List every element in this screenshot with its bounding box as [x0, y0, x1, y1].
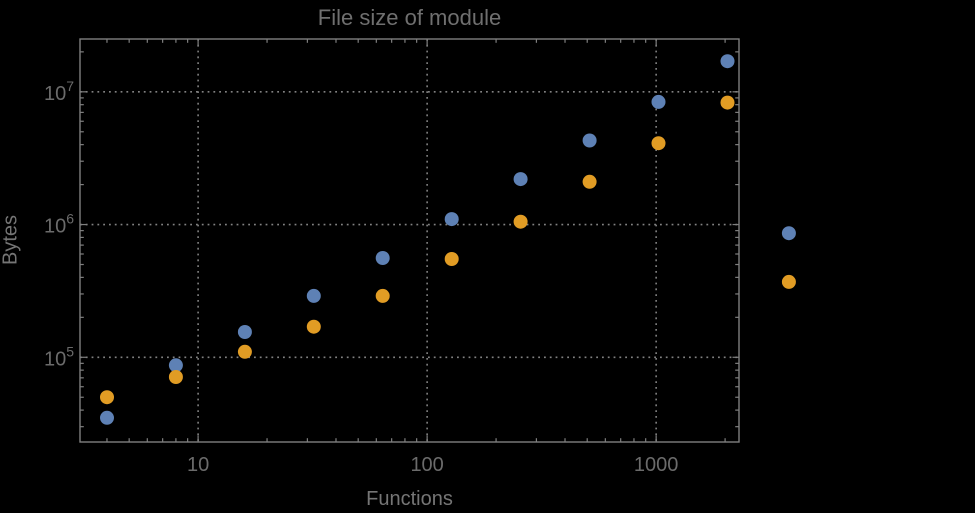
plot-frame	[79, 38, 740, 443]
data-point	[100, 410, 114, 425]
y-tick-label: 106	[44, 211, 74, 238]
data-point	[237, 325, 252, 339]
data-point	[168, 370, 183, 384]
x-tick-label: 100	[410, 454, 443, 476]
data-point	[513, 172, 528, 187]
data-point	[444, 212, 459, 227]
data-point	[781, 274, 796, 289]
x-tick-label: 10	[187, 454, 209, 476]
data-point	[306, 288, 321, 303]
data-point	[375, 288, 390, 303]
data-point	[513, 214, 528, 229]
series-1-blue	[100, 54, 796, 425]
data-point	[651, 136, 666, 151]
x-tick-label: 1000	[634, 454, 679, 476]
data-point	[651, 94, 666, 109]
data-point	[781, 226, 796, 241]
data-point	[720, 54, 735, 69]
data-point	[237, 344, 252, 359]
data-point	[306, 319, 321, 334]
tick-labels: 10 100 1000 105 106 107	[44, 78, 678, 476]
data-point	[375, 251, 390, 265]
data-point	[582, 133, 597, 148]
data-point	[720, 95, 735, 110]
data-point	[582, 174, 597, 189]
y-tick-label: 107	[44, 78, 74, 105]
data-point	[100, 390, 114, 405]
y-tick-label: 105	[44, 343, 74, 370]
data-point	[168, 358, 183, 373]
plot-title: File size of module	[317, 5, 502, 30]
series-2-orange	[100, 95, 796, 405]
x-axis-label: Functions	[366, 488, 453, 510]
data-point	[444, 252, 459, 266]
